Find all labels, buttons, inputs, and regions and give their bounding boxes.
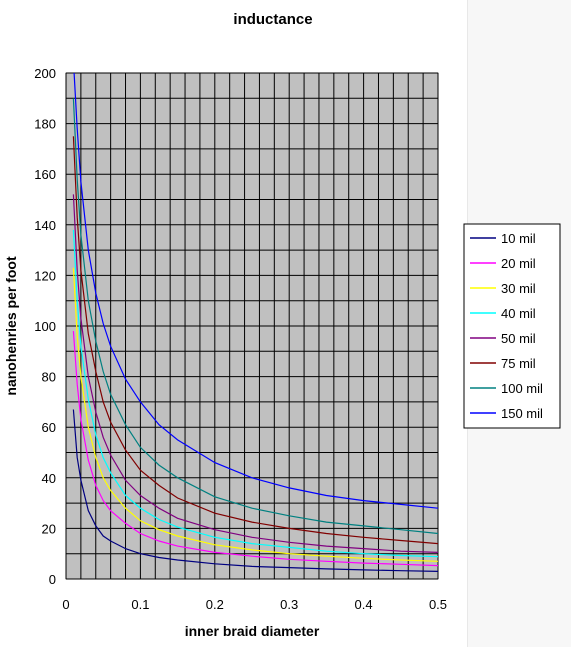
x-axis-ticks: 0 0.1 0.2 0.3 0.4 0.5 bbox=[62, 597, 447, 612]
x-tick-label: 0.1 bbox=[131, 597, 149, 612]
series-line-75-mil bbox=[72, 136, 438, 545]
y-tick-label: 120 bbox=[34, 268, 56, 283]
y-axis-ticks: 0 20 40 60 80 100 120 140 160 180 200 bbox=[34, 66, 56, 587]
y-axis-title: nanohenries per foot bbox=[3, 256, 19, 396]
y-tick-label: 140 bbox=[34, 218, 56, 233]
x-tick-label: 0.3 bbox=[280, 597, 298, 612]
series-line-20-mil bbox=[72, 331, 438, 567]
legend-label: 10 mil bbox=[501, 231, 536, 246]
legend: 10 mil 20 mil 30 mil 40 mil 50 mil 75 mil 100 … bbox=[463, 223, 561, 429]
series-line-150-mil bbox=[73, 73, 438, 509]
y-tick-label: 200 bbox=[34, 66, 56, 81]
y-tick-label: 40 bbox=[42, 471, 56, 486]
y-tick-label: 0 bbox=[49, 572, 56, 587]
series-line-50-mil bbox=[72, 194, 438, 553]
legend-label: 75 mil bbox=[501, 356, 536, 371]
series-line-30-mil bbox=[72, 267, 438, 562]
x-tick-label: 0.5 bbox=[429, 597, 447, 612]
x-tick-label: 0.4 bbox=[355, 597, 373, 612]
legend-label: 40 mil bbox=[501, 306, 536, 321]
y-tick-label: 60 bbox=[42, 420, 56, 435]
legend-label: 20 mil bbox=[501, 256, 536, 271]
legend-label: 100 mil bbox=[501, 381, 543, 396]
x-tick-label: 0.2 bbox=[206, 597, 224, 612]
chart-title: inductance bbox=[233, 11, 312, 28]
y-tick-label: 160 bbox=[34, 167, 56, 182]
series-lines bbox=[72, 73, 438, 572]
legend-label: 30 mil bbox=[501, 281, 536, 296]
series-line-40-mil bbox=[72, 229, 438, 558]
x-axis-title: inner braid diameter bbox=[185, 623, 320, 639]
legend-label: 150 mil bbox=[501, 406, 543, 421]
y-tick-label: 80 bbox=[42, 370, 56, 385]
series-line-10-mil bbox=[72, 409, 438, 572]
y-tick-label: 20 bbox=[42, 521, 56, 536]
y-tick-label: 100 bbox=[34, 319, 56, 334]
legend-label: 50 mil bbox=[501, 331, 536, 346]
y-tick-label: 180 bbox=[34, 117, 56, 132]
x-tick-label: 0 bbox=[62, 597, 69, 612]
series-line-100-mil bbox=[72, 98, 438, 535]
legend-box bbox=[463, 223, 561, 429]
